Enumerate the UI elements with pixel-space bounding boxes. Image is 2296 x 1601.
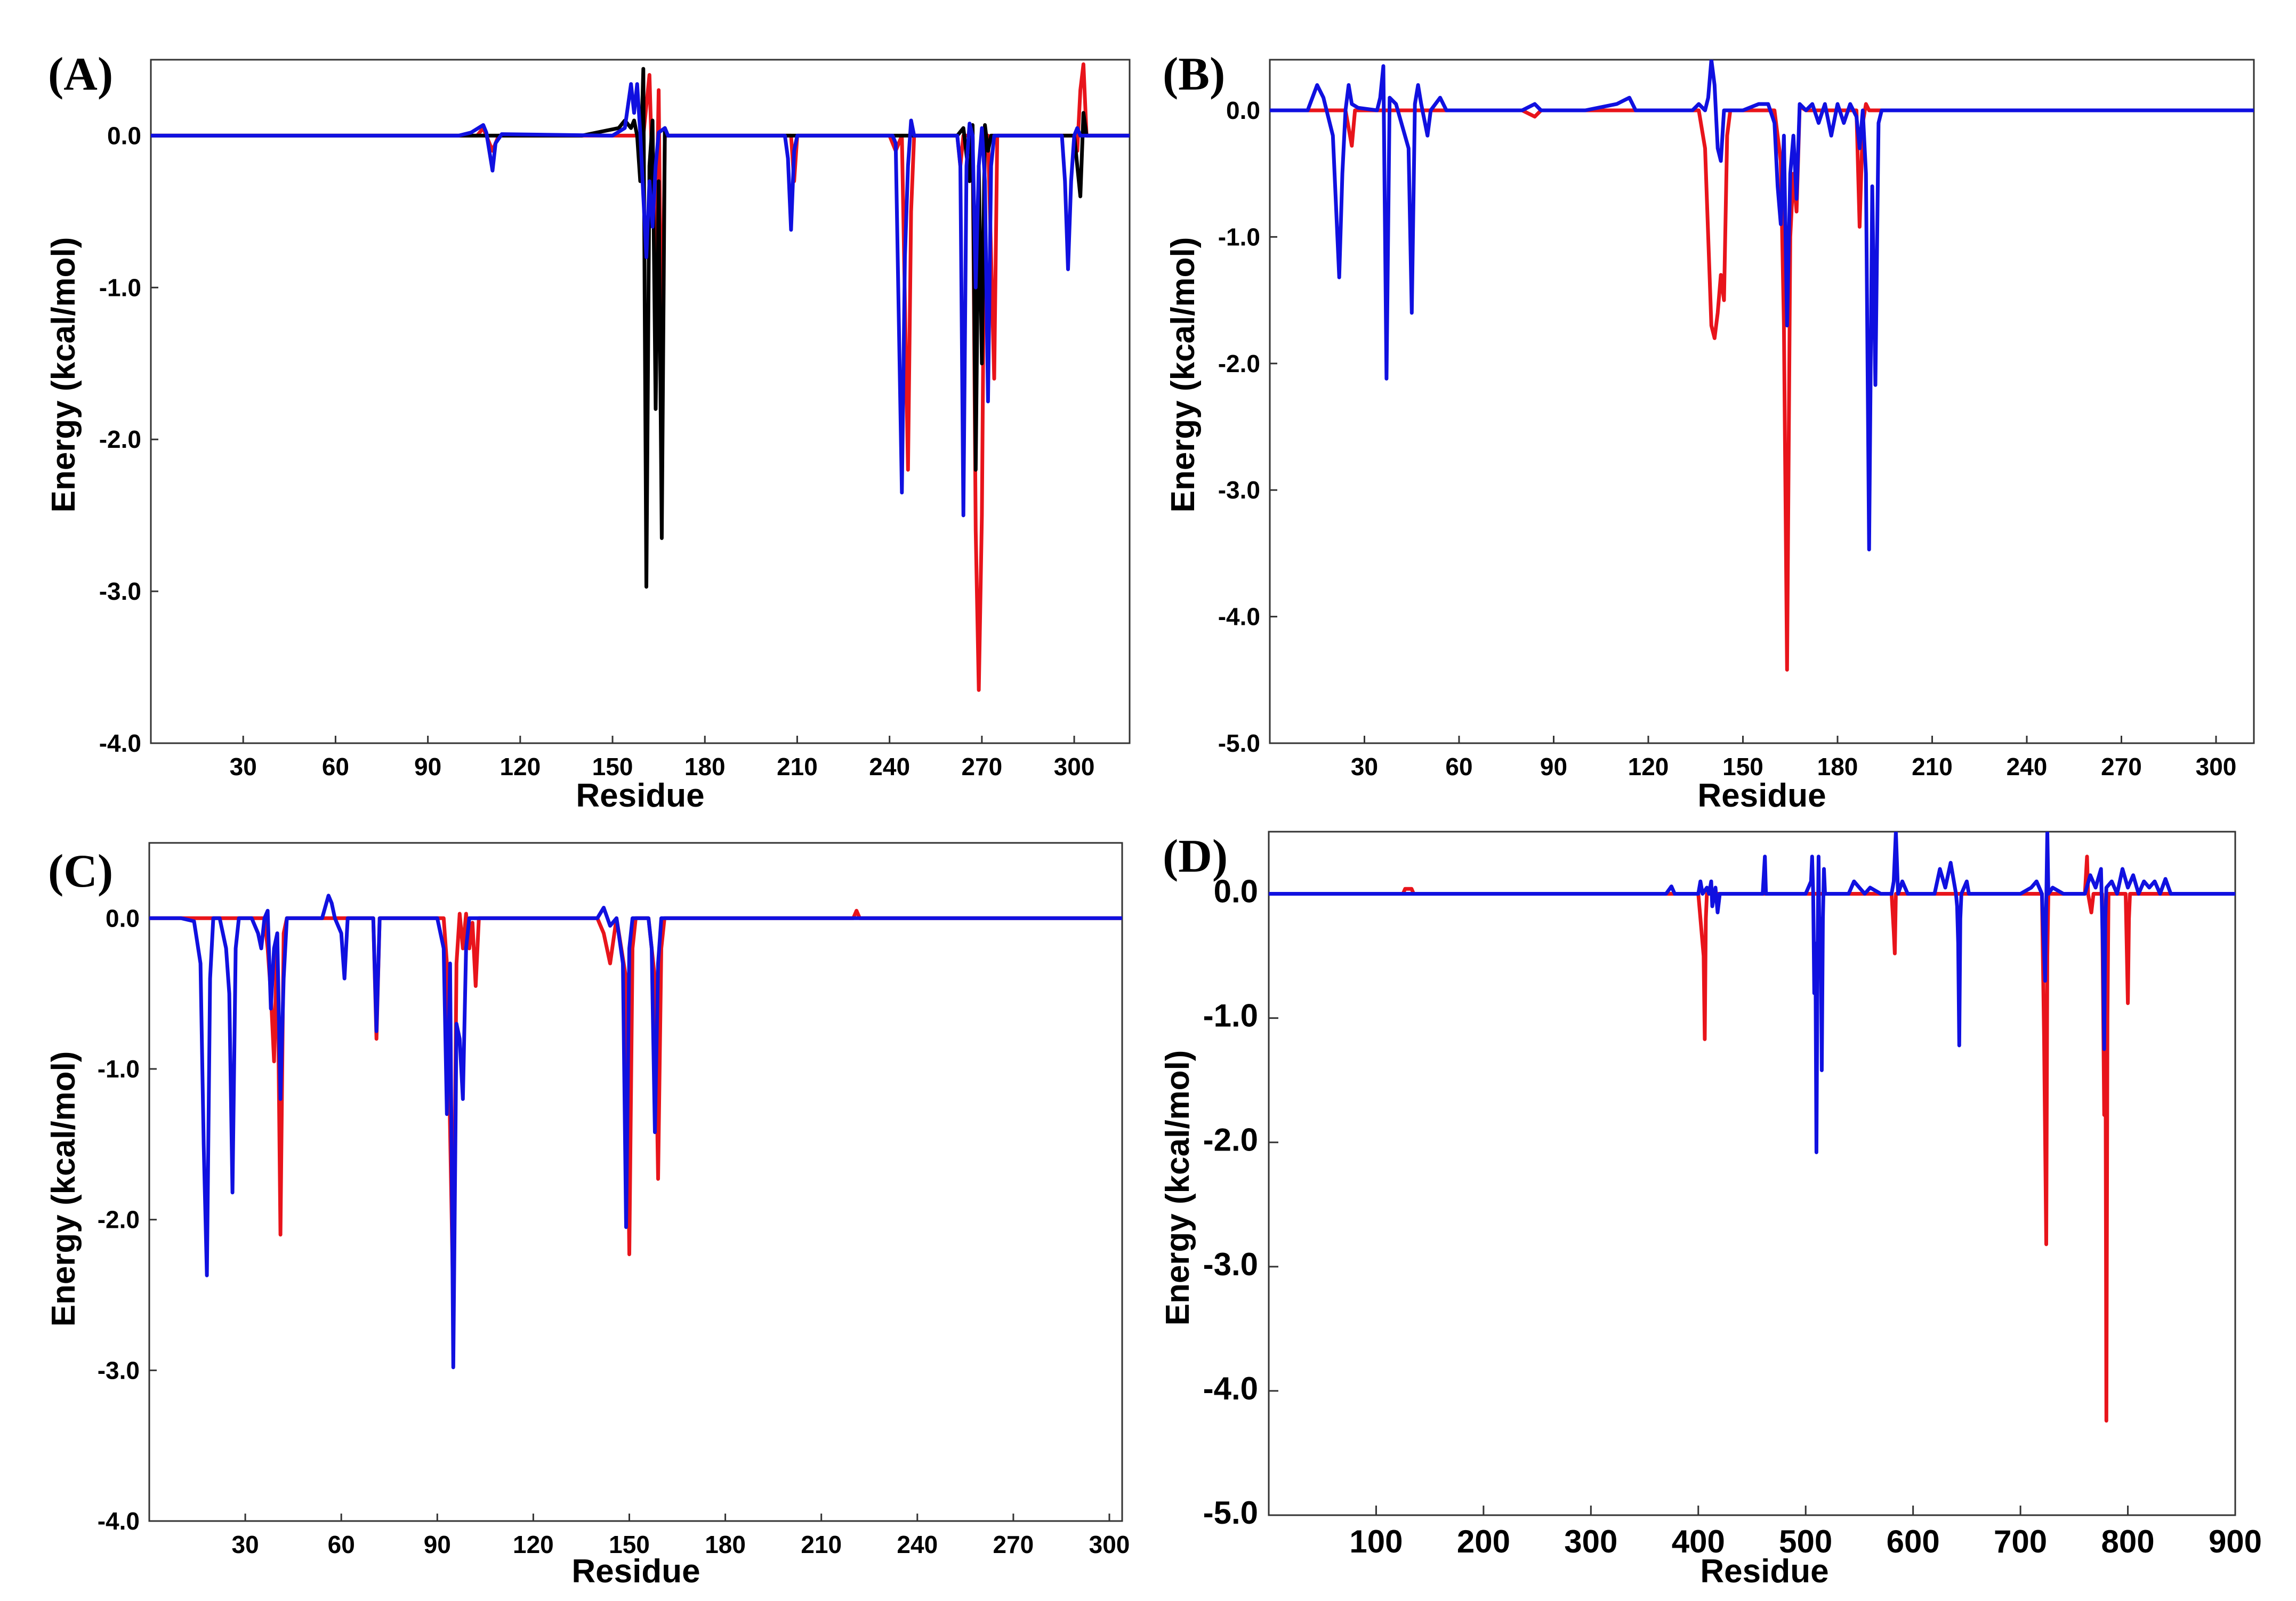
panel-c-label: (C) xyxy=(48,846,113,897)
panel-d-series-blue xyxy=(1269,832,2235,1154)
panel-b-series-red xyxy=(1270,102,2254,672)
panel-a-series-red xyxy=(151,62,1130,692)
panel-c-ytick-label: -2.0 xyxy=(98,1206,140,1234)
panel-c-xtick-label: 150 xyxy=(609,1531,650,1558)
panel-d-frame xyxy=(1268,831,2236,1516)
panel-b-xtick-label: 180 xyxy=(1817,753,1858,781)
panel-c-xtick-label: 60 xyxy=(328,1531,355,1558)
panel-d-ytick-label: -3.0 xyxy=(1203,1246,1258,1282)
panel-d: (D) Energy (kcal/mol) Residue 100 200 300 4… xyxy=(1159,831,2262,1590)
panel-b-xtick-label: 30 xyxy=(1351,753,1378,781)
panel-a-xtick-label: 90 xyxy=(414,753,441,781)
panel-d-xtick-label: 800 xyxy=(2101,1524,2155,1559)
panel-d-xtick-label: 300 xyxy=(1564,1524,1617,1559)
panel-a-frame xyxy=(150,59,1131,744)
panel-b-ytick-label: 0.0 xyxy=(1226,96,1260,124)
panel-c-xtick-label: 180 xyxy=(705,1531,746,1558)
panel-b-label: (B) xyxy=(1163,49,1225,100)
panel-b-xlabel: Residue xyxy=(1697,777,1826,814)
panel-d-xtick-label: 600 xyxy=(1887,1524,1940,1559)
panel-a-plot-area: 30 60 90 120 150 180 210 240 270 300 0.0 -1.0 -2.0 -3… xyxy=(99,62,1130,781)
panel-a-label: (A) xyxy=(48,49,113,100)
panel-c-frame xyxy=(148,842,1123,1522)
panel-c-xtick-label: 210 xyxy=(801,1531,842,1558)
panel-a-series-blue xyxy=(151,82,1130,518)
panel-c-ytick-label: -3.0 xyxy=(98,1356,140,1384)
panel-a: (A) Energy (kcal/mol) Residue 30 60 90 120 1… xyxy=(45,49,1131,814)
panel-d-label: (D) xyxy=(1163,831,1228,882)
panel-a-ytick-label: 0.0 xyxy=(107,122,141,149)
panel-c-series-blue xyxy=(149,894,1122,1370)
panel-d-ytick-label: -5.0 xyxy=(1203,1495,1258,1531)
panel-c-ytick-label: -4.0 xyxy=(98,1507,140,1535)
panel-a-xtick-label: 270 xyxy=(961,753,1002,781)
panel-b-ytick-label: -3.0 xyxy=(1218,476,1260,504)
panel-d-plot-area: 100 200 300 400 500 600 700 800 900 0.0 -1.0 -2.0 -3… xyxy=(1203,832,2262,1559)
panel-d-ytick-label: -4.0 xyxy=(1203,1371,1258,1406)
panel-b: (B) Energy (kcal/mol) Residue 30 60 90 120 1… xyxy=(1163,49,2255,814)
panel-b-ylabel: Energy (kcal/mol) xyxy=(1165,237,1202,513)
panel-a-ytick-label: -4.0 xyxy=(99,729,141,757)
panel-d-ytick-label: -1.0 xyxy=(1203,998,1258,1034)
panel-d-xtick-label: 900 xyxy=(2209,1524,2262,1559)
panel-c-series-red xyxy=(149,908,1122,1309)
panel-c-ytick-label: 0.0 xyxy=(106,904,140,932)
panel-d-ytick-label: 0.0 xyxy=(1214,874,1258,910)
panel-a-xtick-label: 60 xyxy=(322,753,349,781)
panel-a-ytick-label: -3.0 xyxy=(99,577,141,605)
panel-d-series-red xyxy=(1269,855,2235,1423)
panel-a-ytick-label: -1.0 xyxy=(99,273,141,301)
panel-c-xtick-label: 300 xyxy=(1089,1531,1130,1558)
panel-a-xtick-label: 210 xyxy=(777,753,818,781)
panel-b-ytick-label: -1.0 xyxy=(1218,223,1260,251)
panel-d-xtick-label: 400 xyxy=(1672,1524,1725,1559)
panel-a-xlabel: Residue xyxy=(576,777,704,814)
panel-b-plot-area: 30 60 90 120 150 180 210 240 270 300 0.0 -1.0 -2.0 -3… xyxy=(1218,60,2254,781)
panel-b-xtick-label: 210 xyxy=(1912,753,1953,781)
panel-c-ylabel: Energy (kcal/mol) xyxy=(45,1051,82,1327)
panel-d-xtick-label: 500 xyxy=(1779,1524,1832,1559)
panel-b-xtick-label: 60 xyxy=(1445,753,1472,781)
panel-b-xtick-label: 90 xyxy=(1540,753,1567,781)
panel-d-xlabel: Residue xyxy=(1700,1553,1828,1590)
panel-a-xtick-label: 30 xyxy=(230,753,257,781)
panel-a-xtick-label: 150 xyxy=(592,753,633,781)
panel-b-frame xyxy=(1269,59,2255,744)
panel-c-ytick-label: -1.0 xyxy=(98,1055,140,1083)
panel-d-xtick-label: 100 xyxy=(1349,1524,1403,1559)
panel-a-xtick-label: 120 xyxy=(500,753,541,781)
panel-b-series-blue xyxy=(1270,60,2254,552)
panel-b-ytick-label: -5.0 xyxy=(1218,729,1260,757)
panel-a-ylabel: Energy (kcal/mol) xyxy=(45,237,82,513)
panel-c-plot-area: 30 60 90 120 150 180 210 240 270 300 0.0 -1.0 -2.0 -3… xyxy=(98,894,1130,1558)
panel-b-xtick-label: 270 xyxy=(2101,753,2142,781)
panel-d-ylabel: Energy (kcal/mol) xyxy=(1159,1050,1196,1326)
panel-b-xtick-label: 150 xyxy=(1722,753,1763,781)
panel-a-ytick-label: -2.0 xyxy=(99,425,141,453)
panel-c-xtick-label: 120 xyxy=(513,1531,554,1558)
panel-c-xtick-label: 270 xyxy=(993,1531,1034,1558)
panel-d-ytick-label: -2.0 xyxy=(1203,1122,1258,1158)
panel-d-xtick-label: 700 xyxy=(1994,1524,2047,1559)
panel-c-xtick-label: 30 xyxy=(232,1531,259,1558)
panel-a-xtick-label: 300 xyxy=(1054,753,1095,781)
panel-b-xtick-label: 240 xyxy=(2007,753,2048,781)
panel-a-xtick-label: 240 xyxy=(869,753,910,781)
panel-c-xtick-label: 240 xyxy=(897,1531,938,1558)
panel-b-ytick-label: -4.0 xyxy=(1218,603,1260,631)
panel-c: (C) Energy (kcal/mol) Residue 30 60 90 120 1… xyxy=(45,842,1130,1590)
panel-d-xtick-label: 200 xyxy=(1457,1524,1510,1559)
panel-c-xlabel: Residue xyxy=(571,1553,700,1590)
panel-b-xtick-label: 300 xyxy=(2196,753,2237,781)
panel-c-xtick-label: 90 xyxy=(424,1531,451,1558)
panel-b-ytick-label: -2.0 xyxy=(1218,350,1260,377)
panel-b-xtick-label: 120 xyxy=(1628,753,1669,781)
panel-a-xtick-label: 180 xyxy=(684,753,726,781)
